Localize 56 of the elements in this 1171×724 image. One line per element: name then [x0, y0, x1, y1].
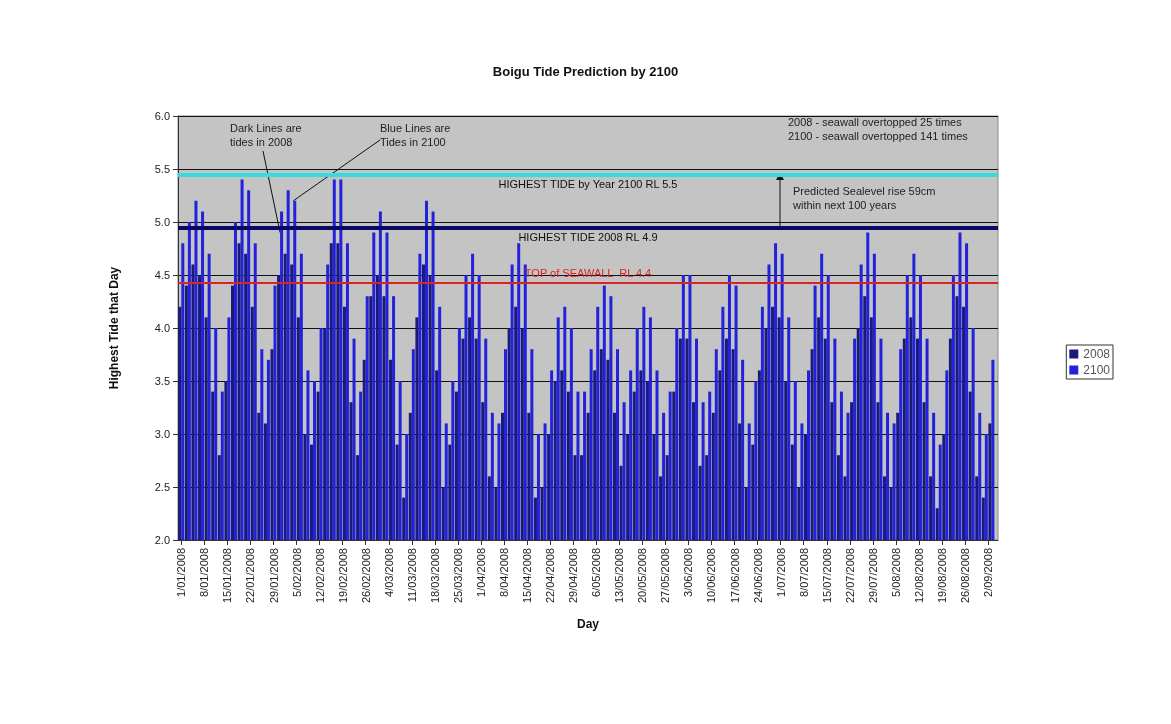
x-tick-label: 19/02/2008	[336, 548, 349, 604]
x-tick-label: 1/07/2008	[774, 548, 787, 597]
x-tick-label: 5/02/2008	[290, 548, 303, 597]
x-tick-label: 15/04/2008	[521, 548, 534, 604]
x-tick-label: 25/03/2008	[451, 548, 464, 604]
x-tick-label: 8/04/2008	[498, 548, 511, 597]
x-tick-label: 15/01/2008	[221, 548, 234, 604]
x-tick-label: 22/04/2008	[544, 548, 557, 604]
x-tick-label: 17/06/2008	[728, 548, 741, 604]
x-tick-label: 29/07/2008	[866, 548, 879, 604]
x-tick-label: 22/07/2008	[843, 548, 856, 604]
x-tick-label: 20/05/2008	[636, 548, 649, 604]
x-tick-label: 15/07/2008	[820, 548, 833, 604]
x-tick-label: 13/05/2008	[613, 548, 626, 604]
y-tick-label: 2.0	[154, 534, 170, 546]
x-tick-label: 6/05/2008	[590, 548, 603, 597]
x-tick-label: 3/06/2008	[682, 548, 695, 597]
x-tick-label: 24/06/2008	[751, 548, 764, 604]
x-tick-label: 29/04/2008	[567, 548, 580, 604]
x-tick-label: 1/04/2008	[474, 548, 487, 597]
x-tick-label: 8/01/2008	[198, 548, 211, 597]
x-tick-label: 26/02/2008	[359, 548, 372, 604]
x-tick-label: 10/06/2008	[705, 548, 718, 604]
annotation: Blue Lines are Tides in 2100	[380, 122, 451, 148]
y-tick-label: 2.5	[154, 481, 170, 493]
ref-line-label: HIGHEST TIDE 2008 RL 4.9	[518, 230, 658, 243]
y-tick-label: 3.5	[154, 375, 170, 387]
annotation: Predicted Sealevel rise 59cm within next 100 years	[792, 185, 936, 211]
ref-line-label: HIGHEST TIDE by Year 2100 RL 5.5	[498, 177, 678, 190]
y-tick-label: 6.0	[154, 110, 170, 122]
y-tick-label: 5.5	[154, 163, 170, 175]
y-tick-label: 3.0	[154, 428, 170, 440]
x-tick-label: 18/03/2008	[428, 548, 441, 604]
legend-label: 2100	[1083, 363, 1111, 377]
y-tick-label: 4.0	[154, 322, 170, 334]
x-tick-label: 27/05/2008	[659, 548, 672, 604]
x-tick-label: 5/08/2008	[889, 548, 902, 597]
y-axis-title: Highest Tide that Day	[107, 266, 121, 390]
chart-title: Boigu Tide Prediction by 2100	[492, 64, 679, 79]
y-tick-label: 4.5	[154, 269, 170, 281]
x-tick-label: 8/07/2008	[797, 548, 810, 597]
x-tick-label: 12/02/2008	[313, 548, 326, 604]
y-tick-label: 5.0	[154, 216, 170, 228]
x-tick-label: 4/03/2008	[382, 548, 395, 597]
x-tick-label: 26/08/2008	[959, 548, 972, 604]
annotation: 2008 - seawall overtopped 25 times 2100 - seawall overtopped 141 times	[788, 116, 969, 142]
x-axis-title: Day	[576, 617, 600, 631]
x-tick-label: 19/08/2008	[936, 548, 949, 604]
x-tick-label: 11/03/2008	[405, 548, 418, 603]
x-tick-label: 1/01/2008	[175, 548, 188, 597]
annotation: Dark Lines are tides in 2008	[230, 122, 302, 148]
x-tick-label: 2/09/2008	[982, 548, 995, 597]
x-tick-label: 29/01/2008	[267, 548, 280, 604]
legend-label: 2008	[1083, 347, 1111, 361]
x-tick-label: 22/01/2008	[244, 548, 257, 604]
x-tick-label: 12/08/2008	[912, 548, 925, 604]
